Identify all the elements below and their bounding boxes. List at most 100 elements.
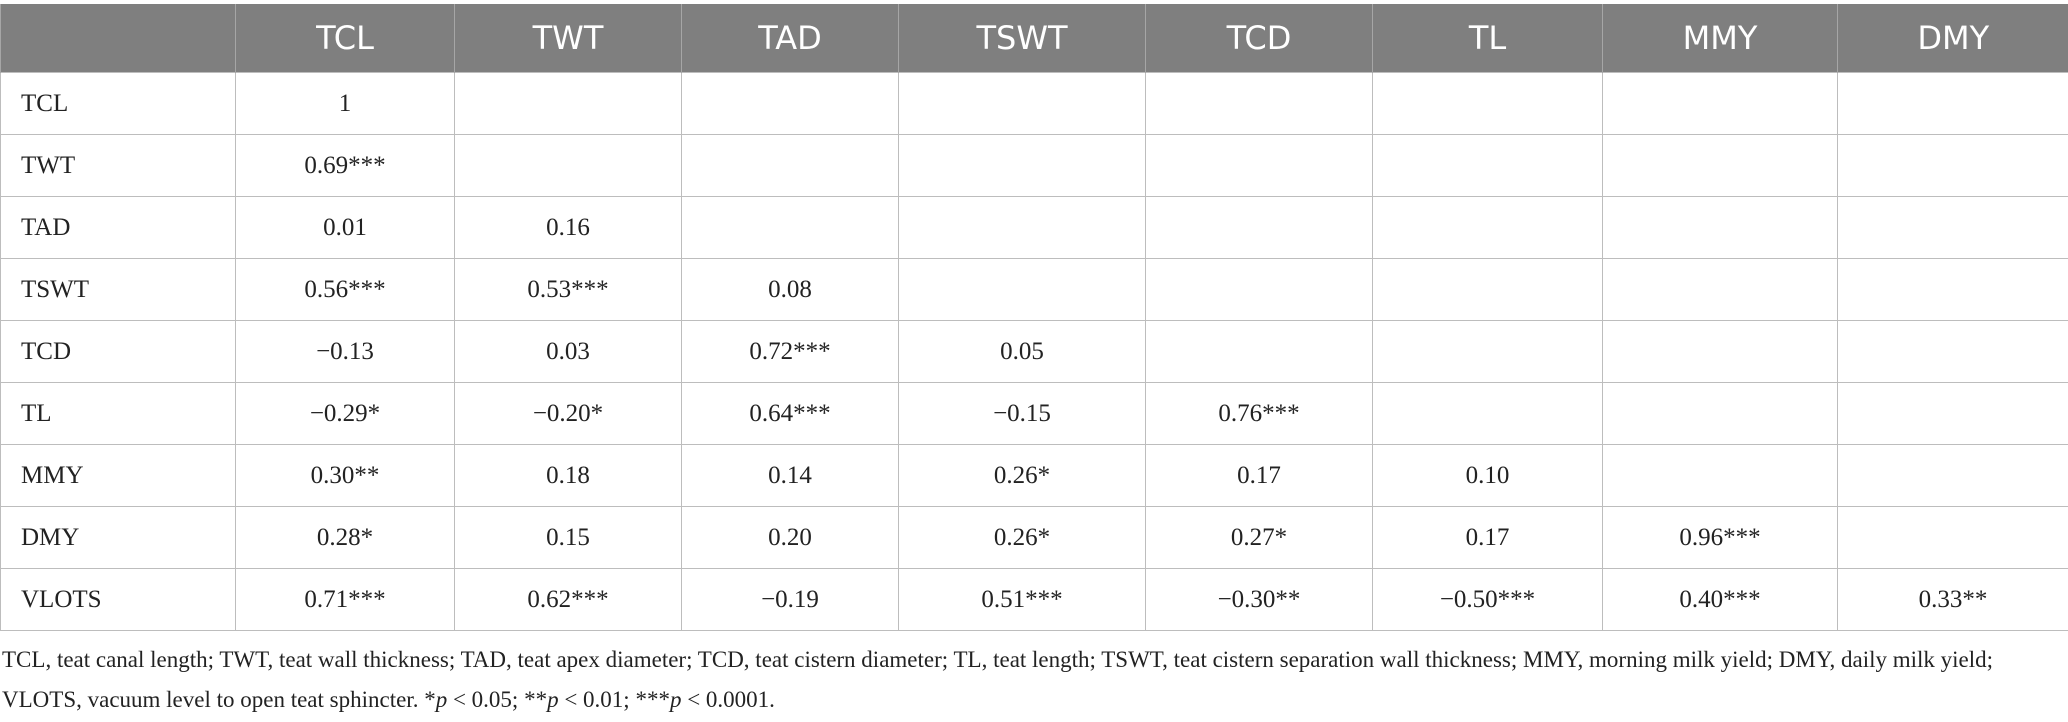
cell: 0.08: [681, 258, 899, 321]
empty-cell: [1372, 320, 1603, 383]
footnote-text: p: [435, 687, 448, 712]
empty-cell: [898, 134, 1146, 197]
cell: 0.03: [454, 320, 682, 383]
table-row: TAD 0.01 0.16: [0, 196, 2068, 259]
cell: 0.71***: [235, 568, 455, 631]
empty-cell: [681, 196, 899, 259]
column-header: TCD: [1145, 4, 1373, 73]
cell: 0.64***: [681, 382, 899, 445]
cell: 0.69***: [235, 134, 455, 197]
cell: 0.20: [681, 506, 899, 569]
column-header: DMY: [1837, 4, 2068, 73]
column-header: TWT: [454, 4, 682, 73]
cell: −0.19: [681, 568, 899, 631]
row-label: TWT: [0, 134, 236, 197]
empty-cell: [898, 196, 1146, 259]
empty-cell: [1145, 134, 1373, 197]
table-body: TCL 1 TWT 0.69*** TAD 0.01 0.16 TSWT 0.56*** 0.53…: [0, 72, 2068, 631]
footnote-text: < 0.01; ***: [558, 687, 670, 712]
empty-cell: [681, 134, 899, 197]
cell: 0.26*: [898, 506, 1146, 569]
row-label: TCL: [0, 72, 236, 135]
cell: 0.33**: [1837, 568, 2068, 631]
empty-cell: [454, 134, 682, 197]
footnote: TCL, teat canal length; TWT, teat wall t…: [2, 640, 2062, 720]
empty-cell: [1145, 258, 1373, 321]
empty-cell: [898, 258, 1146, 321]
cell: 0.72***: [681, 320, 899, 383]
header-row: TCL TWT TAD TSWT TCD TL MMY DMY: [0, 4, 2068, 73]
row-label: DMY: [0, 506, 236, 569]
row-label: VLOTS: [0, 568, 236, 631]
cell: 0.15: [454, 506, 682, 569]
table-row: MMY 0.30** 0.18 0.14 0.26* 0.17 0.10: [0, 444, 2068, 507]
cell: 0.76***: [1145, 382, 1373, 445]
cell: −0.15: [898, 382, 1146, 445]
column-header: MMY: [1602, 4, 1838, 73]
empty-cell: [1372, 134, 1603, 197]
table-row: VLOTS 0.71*** 0.62*** −0.19 0.51*** −0.30** −0…: [0, 568, 2068, 631]
cell: 0.17: [1372, 506, 1603, 569]
empty-cell: [1837, 382, 2068, 445]
footnote-text: < 0.0001.: [681, 687, 775, 712]
table-row: TSWT 0.56*** 0.53*** 0.08: [0, 258, 2068, 321]
table-row: TCL 1: [0, 72, 2068, 135]
empty-cell: [1837, 258, 2068, 321]
row-label: MMY: [0, 444, 236, 507]
footnote-text: p: [669, 687, 682, 712]
table-row: TCD −0.13 0.03 0.72*** 0.05: [0, 320, 2068, 383]
empty-cell: [1372, 196, 1603, 259]
empty-cell: [1602, 134, 1838, 197]
empty-cell: [1837, 444, 2068, 507]
cell: 0.56***: [235, 258, 455, 321]
cell: −0.29*: [235, 382, 455, 445]
cell: 0.30**: [235, 444, 455, 507]
cell: 0.62***: [454, 568, 682, 631]
cell: 0.28*: [235, 506, 455, 569]
empty-cell: [1372, 258, 1603, 321]
footnote-text: < 0.05; **: [447, 687, 548, 712]
cell: 0.18: [454, 444, 682, 507]
cell: 0.26*: [898, 444, 1146, 507]
empty-cell: [1145, 72, 1373, 135]
cell: 0.53***: [454, 258, 682, 321]
empty-cell: [1837, 196, 2068, 259]
empty-cell: [681, 72, 899, 135]
row-label: TL: [0, 382, 236, 445]
cell: 0.40***: [1602, 568, 1838, 631]
table-row: TL −0.29* −0.20* 0.64*** −0.15 0.76***: [0, 382, 2068, 445]
empty-cell: [1837, 506, 2068, 569]
column-header: TSWT: [898, 4, 1146, 73]
corner-cell: [0, 4, 236, 73]
row-label: TAD: [0, 196, 236, 259]
cell: 0.16: [454, 196, 682, 259]
empty-cell: [1837, 134, 2068, 197]
cell: −0.30**: [1145, 568, 1373, 631]
cell: 0.96***: [1602, 506, 1838, 569]
empty-cell: [454, 72, 682, 135]
empty-cell: [898, 72, 1146, 135]
cell: −0.13: [235, 320, 455, 383]
cell: −0.50***: [1372, 568, 1603, 631]
cell: 1: [235, 72, 455, 135]
cell: 0.01: [235, 196, 455, 259]
footnote-text: p: [547, 687, 559, 712]
empty-cell: [1602, 196, 1838, 259]
footnote-text: TCL, teat canal length; TWT, teat wall t…: [2, 647, 1994, 712]
empty-cell: [1602, 444, 1838, 507]
cell: 0.17: [1145, 444, 1373, 507]
table-row: DMY 0.28* 0.15 0.20 0.26* 0.27* 0.17 0.96***: [0, 506, 2068, 569]
cell: −0.20*: [454, 382, 682, 445]
correlation-table: TCL TWT TAD TSWT TCD TL MMY DMY TCL 1 TWT 0.69*** T…: [0, 4, 2068, 631]
empty-cell: [1602, 382, 1838, 445]
cell: 0.27*: [1145, 506, 1373, 569]
empty-cell: [1372, 382, 1603, 445]
empty-cell: [1837, 320, 2068, 383]
cell: 0.05: [898, 320, 1146, 383]
column-header: TAD: [681, 4, 899, 73]
column-header: TCL: [235, 4, 455, 73]
table-row: TWT 0.69***: [0, 134, 2068, 197]
cell: 0.51***: [898, 568, 1146, 631]
empty-cell: [1602, 258, 1838, 321]
